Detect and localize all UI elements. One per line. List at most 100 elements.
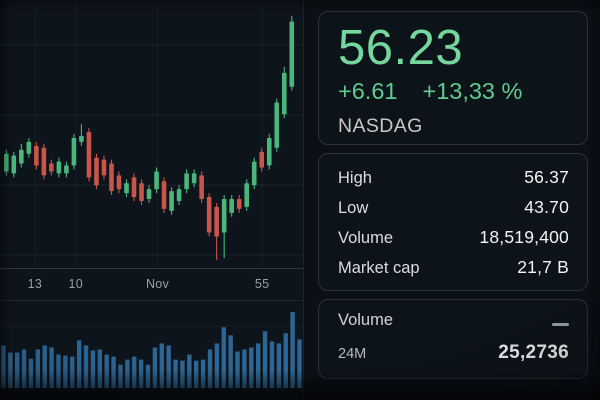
volume-bar bbox=[132, 356, 137, 388]
candle-body bbox=[146, 189, 152, 200]
candle-body bbox=[266, 137, 272, 166]
volume-card: Volume 24M 25,2736 bbox=[318, 299, 588, 379]
volume-bar bbox=[276, 343, 282, 388]
volume-bar bbox=[166, 345, 171, 388]
volume-bar bbox=[118, 364, 123, 388]
volume-card-row: 24M 25,2736 bbox=[338, 342, 569, 364]
volume-bar bbox=[242, 349, 247, 388]
stat-value: 43.70 bbox=[524, 197, 569, 217]
candle-body bbox=[64, 165, 69, 174]
stat-label: High bbox=[338, 169, 372, 187]
volume-bar bbox=[8, 352, 13, 388]
stat-value: 18,519,400 bbox=[479, 227, 569, 247]
volume-bar bbox=[249, 347, 254, 388]
candle-body bbox=[101, 159, 107, 176]
ticker-symbol: NASDAG bbox=[338, 114, 423, 137]
candle-body bbox=[124, 183, 129, 194]
volume-bar bbox=[56, 354, 61, 388]
volume-bar bbox=[42, 345, 47, 388]
volume-bar bbox=[97, 349, 103, 388]
candle-body bbox=[184, 173, 189, 190]
candle-body bbox=[71, 137, 77, 166]
volume-bar bbox=[104, 354, 109, 388]
volume-bar bbox=[145, 364, 151, 388]
candle-body bbox=[244, 183, 250, 207]
candle-body bbox=[154, 171, 159, 190]
volume-period-label: 24M bbox=[338, 346, 367, 362]
candle-body bbox=[19, 149, 24, 164]
stat-value: 56.37 bbox=[524, 167, 569, 187]
candle-body bbox=[109, 163, 114, 192]
stat-value: 21,7 B bbox=[517, 257, 569, 277]
volume-bar bbox=[28, 358, 34, 388]
candle-body bbox=[274, 102, 280, 148]
candle-body bbox=[191, 173, 197, 184]
candle-body bbox=[86, 132, 92, 178]
volume-bar bbox=[21, 349, 27, 388]
stat-label: Low bbox=[338, 199, 369, 217]
volume-bar bbox=[290, 312, 295, 388]
collapse-dash-icon[interactable] bbox=[552, 323, 569, 326]
x-axis: 13 10 Nov 55 bbox=[0, 268, 303, 301]
x-axis-tick: 10 bbox=[68, 277, 84, 291]
x-axis-tick: Nov bbox=[145, 277, 170, 291]
volume-bar bbox=[159, 343, 164, 388]
stat-label: Volume bbox=[338, 229, 394, 247]
price-change-row: +6.61 +13,33 % bbox=[338, 78, 568, 105]
candle-body bbox=[11, 155, 17, 174]
volume-bar bbox=[1, 345, 6, 388]
stat-label: Market cap bbox=[338, 259, 420, 277]
volume-bar bbox=[111, 356, 116, 388]
volume-bar bbox=[138, 359, 144, 388]
volume-bar bbox=[283, 333, 288, 388]
stats-card: High 56.37 Low 43.70 Volume 18,519,400 Market … bbox=[318, 153, 588, 291]
volume-bar bbox=[173, 359, 178, 388]
candlestick-chart[interactable] bbox=[0, 0, 303, 268]
volume-bar bbox=[228, 335, 233, 388]
candle-body bbox=[214, 206, 219, 237]
volume-bar bbox=[63, 355, 68, 388]
current-price: 56.23 bbox=[338, 21, 464, 75]
volume-bar bbox=[49, 347, 54, 388]
volume-card-title: Volume bbox=[338, 311, 394, 329]
x-axis-tick: 55 bbox=[254, 277, 270, 291]
candle-body bbox=[139, 183, 144, 201]
candle-body bbox=[281, 72, 287, 115]
stat-row: Low 43.70 bbox=[338, 197, 569, 218]
candle-body bbox=[4, 153, 9, 172]
volume-chart[interactable] bbox=[0, 300, 303, 388]
candle-body bbox=[259, 151, 265, 168]
volume-card-header: Volume bbox=[338, 311, 569, 330]
volume-bar bbox=[35, 349, 41, 388]
volume-bar bbox=[255, 343, 261, 388]
stat-row: Market cap 21,7 B bbox=[338, 257, 569, 278]
candle-body bbox=[41, 147, 47, 176]
price-card: 56.23 +6.61 +13,33 % NASDAG bbox=[318, 11, 588, 145]
candle-body bbox=[289, 21, 295, 87]
volume-bar bbox=[83, 345, 89, 388]
stat-row: High 56.37 bbox=[338, 167, 569, 188]
candle-body bbox=[131, 177, 137, 198]
candle-body bbox=[26, 141, 32, 154]
candle-body bbox=[56, 161, 62, 174]
candle-body bbox=[206, 197, 212, 233]
candle-body bbox=[49, 163, 54, 172]
candle-body bbox=[229, 199, 234, 213]
volume-bar bbox=[262, 331, 268, 388]
volume-value: 25,2736 bbox=[498, 342, 569, 363]
volume-bar bbox=[70, 356, 75, 388]
x-axis-tick: 13 bbox=[27, 277, 43, 291]
volume-bar bbox=[200, 359, 206, 388]
volume-bar bbox=[297, 339, 302, 388]
volume-bar bbox=[152, 347, 158, 388]
volume-bar bbox=[76, 340, 82, 388]
volume-bar bbox=[194, 360, 199, 388]
volume-bar bbox=[235, 351, 240, 388]
volume-bar bbox=[90, 350, 96, 388]
candle-body bbox=[236, 199, 242, 209]
stat-row: Volume 18,519,400 bbox=[338, 227, 569, 248]
candle-body bbox=[116, 175, 122, 190]
volume-bar bbox=[187, 354, 192, 388]
candle-body bbox=[169, 191, 174, 211]
